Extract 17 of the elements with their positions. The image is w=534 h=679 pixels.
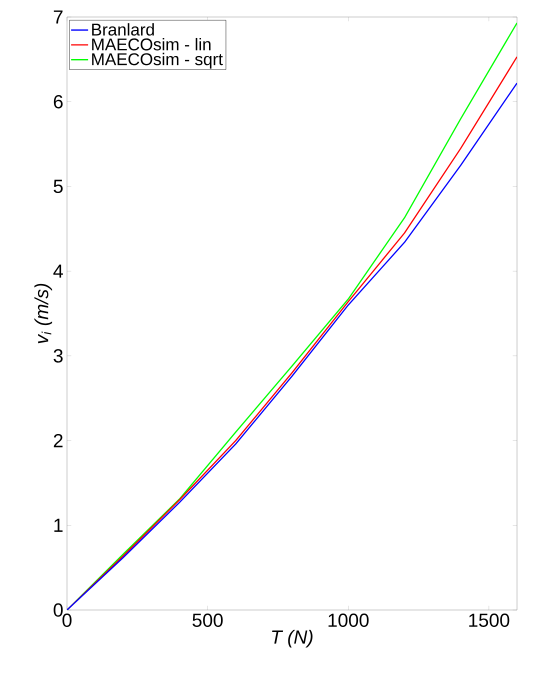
legend-label: MAECOsim - sqrt xyxy=(92,52,223,69)
x-tick-label: 500 xyxy=(192,614,223,627)
y-tick-label: 4 xyxy=(53,264,63,278)
y-tick-label: 2 xyxy=(54,434,63,448)
x-axis-title: T (N) xyxy=(272,630,312,648)
y-tick-label: 1 xyxy=(54,518,63,532)
y-tick-label: 7 xyxy=(54,10,63,24)
legend-label: MAECOsim - lin xyxy=(92,38,211,50)
legend-label: Branlard xyxy=(92,23,154,36)
y-tick-label: 0 xyxy=(54,603,63,617)
x-tick-label: 0 xyxy=(62,614,72,627)
y-axis-title: v$_{i}$ (m/s) xyxy=(34,284,52,344)
x-tick-label: 1500 xyxy=(469,614,510,627)
y-tick-label: 5 xyxy=(54,180,63,194)
y-tick-label: 6 xyxy=(54,94,63,108)
x-tick-label: 1000 xyxy=(328,614,369,627)
y-tick-label: 3 xyxy=(54,349,63,363)
